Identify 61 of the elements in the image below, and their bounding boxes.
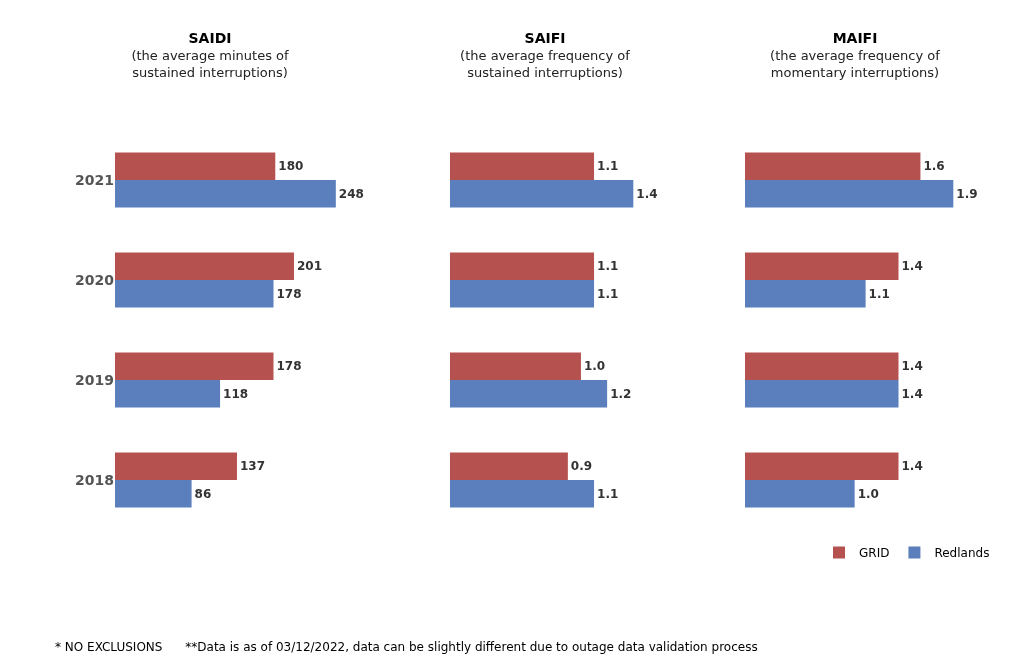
bar xyxy=(745,480,855,508)
data-label: 1.4 xyxy=(901,259,923,274)
data-label: 1.4 xyxy=(901,359,923,374)
data-label: 1.6 xyxy=(923,159,945,174)
data-label: 1.4 xyxy=(901,459,923,474)
chart-title: MAIFI xyxy=(831,30,879,46)
bar xyxy=(745,180,954,208)
data-label: 137 xyxy=(239,459,266,474)
data-label: 1.1 xyxy=(597,159,619,174)
chart-title: SAIFI xyxy=(523,30,567,46)
bar xyxy=(115,352,274,380)
bar xyxy=(115,280,274,308)
data-label: 248 xyxy=(338,186,364,201)
data-label: 178 xyxy=(276,359,302,374)
bar xyxy=(115,152,276,180)
data-label: 1.2 xyxy=(610,386,632,401)
bar xyxy=(115,180,336,208)
bar xyxy=(115,480,192,508)
bar xyxy=(450,352,581,380)
data-label: 178 xyxy=(276,286,302,301)
bar xyxy=(450,380,608,408)
chart-title: SAIDI xyxy=(187,30,233,46)
data-label: 1.0 xyxy=(857,486,879,501)
bar xyxy=(745,152,921,180)
y-tick-label: 2018 xyxy=(75,471,114,488)
bar xyxy=(115,452,237,480)
data-label: 1.1 xyxy=(868,286,890,301)
legend-label: Redlands xyxy=(934,546,990,561)
bar xyxy=(450,152,595,180)
data-label: 118 xyxy=(223,386,249,401)
bar xyxy=(450,252,595,280)
data-label: 1.4 xyxy=(901,386,923,401)
bar xyxy=(450,180,634,208)
bar xyxy=(745,352,899,380)
chart-subtitle: (the average frequency of sustained interruptions) xyxy=(459,48,631,82)
bar xyxy=(745,252,899,280)
y-tick-label: 2019 xyxy=(75,371,114,388)
bar xyxy=(450,280,595,308)
data-label: 1.1 xyxy=(597,486,619,501)
bar xyxy=(745,452,899,480)
chart-subtitle: (the average minutes of sustained interruptions) xyxy=(130,48,290,82)
data-label: 1.4 xyxy=(636,186,658,201)
bar xyxy=(745,380,899,408)
bar xyxy=(450,480,595,508)
legend-label: GRID xyxy=(859,546,890,561)
y-tick-label: 2020 xyxy=(75,271,115,288)
bar xyxy=(450,452,568,480)
data-label: 180 xyxy=(278,159,304,174)
bar xyxy=(115,252,294,280)
data-label: 86 xyxy=(194,486,212,501)
data-label: 1.0 xyxy=(583,359,606,374)
data-label: 1.1 xyxy=(597,286,619,301)
data-label: 1.9 xyxy=(956,186,978,201)
bar xyxy=(745,280,866,308)
chart-subtitle: (the average frequency of momentary interruptions) xyxy=(769,48,941,82)
data-label: 0.9 xyxy=(570,459,593,474)
data-label: 1.1 xyxy=(597,259,619,274)
y-tick-label: 2021 xyxy=(75,171,114,188)
text: * NO EXCLUSIONS **Data is as of 03/12/2022, data can be slightly different due to outage data validation process xyxy=(55,640,758,654)
bar xyxy=(115,380,221,408)
data-label: 201 xyxy=(296,259,323,274)
